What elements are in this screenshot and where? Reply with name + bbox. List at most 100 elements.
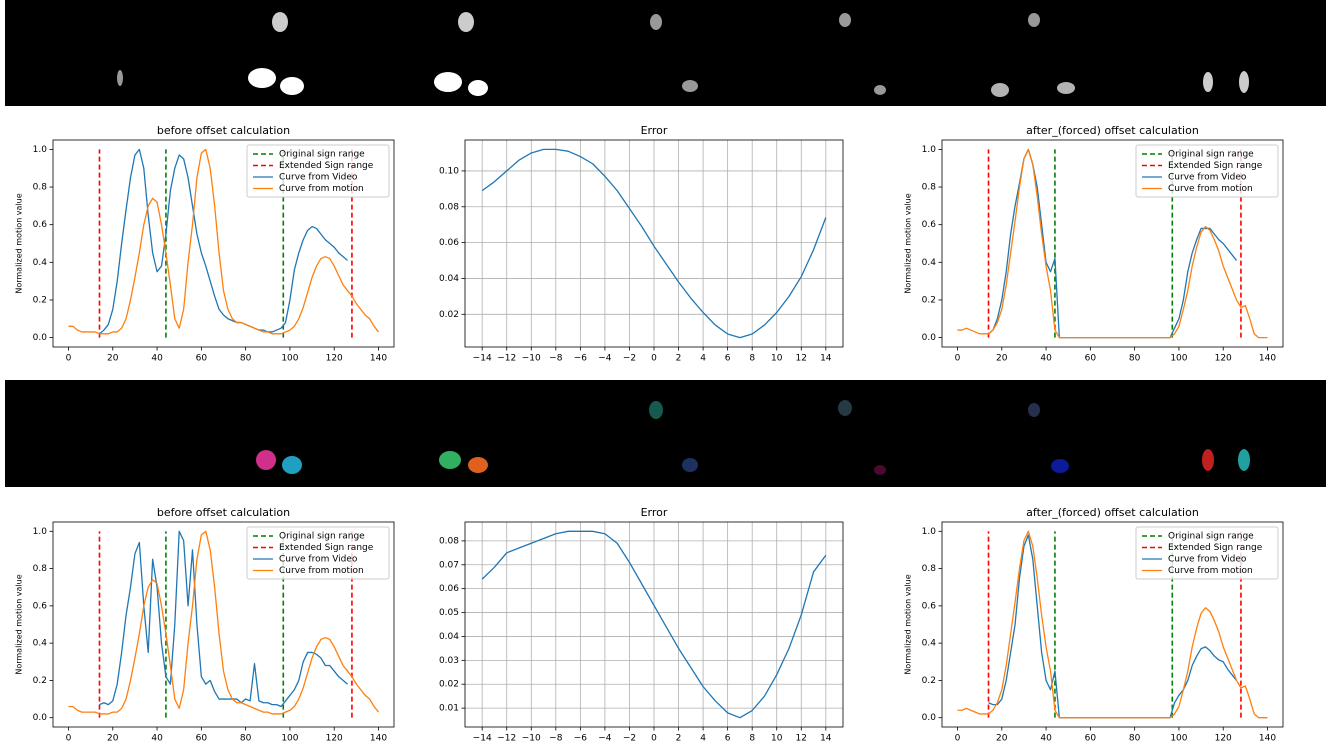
chart: after_(forced) offset calculation Normali… xyxy=(904,124,1284,364)
y-tick-label: 0.8 xyxy=(33,564,48,574)
x-tick-label: 2 xyxy=(676,734,682,744)
y-tick-label: 0.6 xyxy=(922,601,937,611)
page: before offset calculation Normalized moti… xyxy=(0,0,1331,746)
y-tick-label: 0.2 xyxy=(922,676,936,686)
x-tick-label: 100 xyxy=(281,354,298,364)
x-tick-label: 40 xyxy=(151,354,163,364)
x-tick-label: 140 xyxy=(370,354,387,364)
x-tick-label: 120 xyxy=(326,734,343,744)
legend-label: Curve from motion xyxy=(1168,184,1253,194)
legend-label: Curve from motion xyxy=(279,566,364,576)
x-tick-label: 6 xyxy=(725,354,731,364)
chart-title: Error xyxy=(641,124,668,137)
legend-label: Curve from motion xyxy=(279,184,364,194)
y-axis-label: Normalized motion value xyxy=(15,193,24,293)
y-tick-label: 0.04 xyxy=(439,274,459,284)
y-axis-label: Normalized motion value xyxy=(904,574,913,674)
chart-title: after_(forced) offset calculation xyxy=(1026,506,1199,519)
y-tick-label: 0.2 xyxy=(33,295,47,305)
x-tick-label: 40 xyxy=(1040,734,1052,744)
legend-label: Curve from Video xyxy=(1168,555,1247,565)
x-tick-label: 40 xyxy=(1040,354,1052,364)
x-tick-label: 20 xyxy=(996,354,1008,364)
x-tick-label: −8 xyxy=(549,354,563,364)
x-tick-label: 0 xyxy=(66,734,72,744)
x-tick-label: −2 xyxy=(623,354,636,364)
y-tick-label: 0.8 xyxy=(922,183,937,193)
x-tick-label: 60 xyxy=(1085,734,1097,744)
x-tick-label: 6 xyxy=(725,734,731,744)
y-tick-label: 0.6 xyxy=(33,601,48,611)
y-tick-label: 1.0 xyxy=(33,527,48,537)
x-tick-label: 120 xyxy=(1215,734,1232,744)
legend-label: Extended Sign range xyxy=(1168,161,1263,171)
x-tick-label: −14 xyxy=(473,354,492,364)
legend-label: Curve from Video xyxy=(279,173,358,183)
x-tick-label: 0 xyxy=(651,354,657,364)
x-tick-label: 120 xyxy=(1215,354,1232,364)
x-tick-label: −12 xyxy=(497,734,516,744)
y-tick-label: 0.02 xyxy=(439,680,459,690)
chart: before offset calculation Normalized moti… xyxy=(15,124,395,364)
legend-label: Extended Sign range xyxy=(279,161,374,171)
chart-title: before offset calculation xyxy=(157,124,290,137)
legend-label: Original sign range xyxy=(1168,150,1254,160)
legend-label: Original sign range xyxy=(1168,532,1254,542)
y-tick-label: 0.6 xyxy=(33,220,48,230)
x-tick-label: 140 xyxy=(1259,354,1276,364)
x-tick-label: −4 xyxy=(598,734,612,744)
legend-label: Original sign range xyxy=(279,532,365,542)
y-tick-label: 0.04 xyxy=(439,632,459,642)
y-tick-label: 0.0 xyxy=(33,333,48,343)
x-tick-label: −8 xyxy=(549,734,563,744)
y-tick-label: 0.08 xyxy=(439,202,459,212)
y-tick-label: 0.08 xyxy=(439,536,459,546)
x-tick-label: 8 xyxy=(749,354,755,364)
y-tick-label: 0.2 xyxy=(33,676,47,686)
y-tick-label: 0.6 xyxy=(922,220,937,230)
x-tick-label: 2 xyxy=(676,354,682,364)
x-tick-label: 100 xyxy=(281,734,298,744)
x-tick-label: 12 xyxy=(796,354,807,364)
chart: Error−14−12−10−8−6−4−2024681012140.020.0… xyxy=(439,124,843,364)
x-tick-label: −10 xyxy=(522,354,541,364)
top-image-strip xyxy=(5,0,1326,106)
x-tick-label: −10 xyxy=(522,734,541,744)
chart-title: after_(forced) offset calculation xyxy=(1026,124,1199,137)
x-tick-label: 80 xyxy=(1129,734,1141,744)
x-tick-label: 120 xyxy=(326,354,343,364)
y-tick-label: 0.06 xyxy=(439,238,459,248)
x-tick-label: 0 xyxy=(66,354,72,364)
y-axis-label: Normalized motion value xyxy=(904,193,913,293)
chart: Error−14−12−10−8−6−4−2024681012140.010.0… xyxy=(439,506,843,744)
y-tick-label: 1.0 xyxy=(33,145,48,155)
x-tick-label: −2 xyxy=(623,734,636,744)
figure: before offset calculation Normalized moti… xyxy=(0,0,1331,746)
x-tick-label: 4 xyxy=(700,734,706,744)
y-tick-label: 0.01 xyxy=(439,704,459,714)
y-axis-label: Normalized motion value xyxy=(15,574,24,674)
legend-label: Extended Sign range xyxy=(279,543,374,553)
x-tick-label: −14 xyxy=(473,734,492,744)
x-tick-label: 20 xyxy=(107,734,119,744)
legend: Original sign rangeExtended Sign range Cu… xyxy=(1136,527,1278,579)
x-tick-label: 10 xyxy=(771,354,783,364)
y-tick-label: 0.4 xyxy=(922,639,937,649)
x-tick-label: 80 xyxy=(240,734,252,744)
y-tick-label: 0.10 xyxy=(439,166,459,176)
x-tick-label: −4 xyxy=(598,354,612,364)
x-tick-label: 14 xyxy=(820,354,832,364)
x-tick-label: −6 xyxy=(574,734,588,744)
legend-label: Extended Sign range xyxy=(1168,543,1263,553)
x-tick-label: 20 xyxy=(996,734,1008,744)
y-tick-label: 0.0 xyxy=(922,333,937,343)
x-tick-label: 100 xyxy=(1170,734,1187,744)
x-tick-label: 8 xyxy=(749,734,755,744)
legend-label: Curve from Video xyxy=(1168,173,1247,183)
x-tick-label: 140 xyxy=(1259,734,1276,744)
y-tick-label: 0.05 xyxy=(439,608,459,618)
y-tick-label: 0.02 xyxy=(439,310,459,320)
middle-image-strip xyxy=(5,380,1326,487)
